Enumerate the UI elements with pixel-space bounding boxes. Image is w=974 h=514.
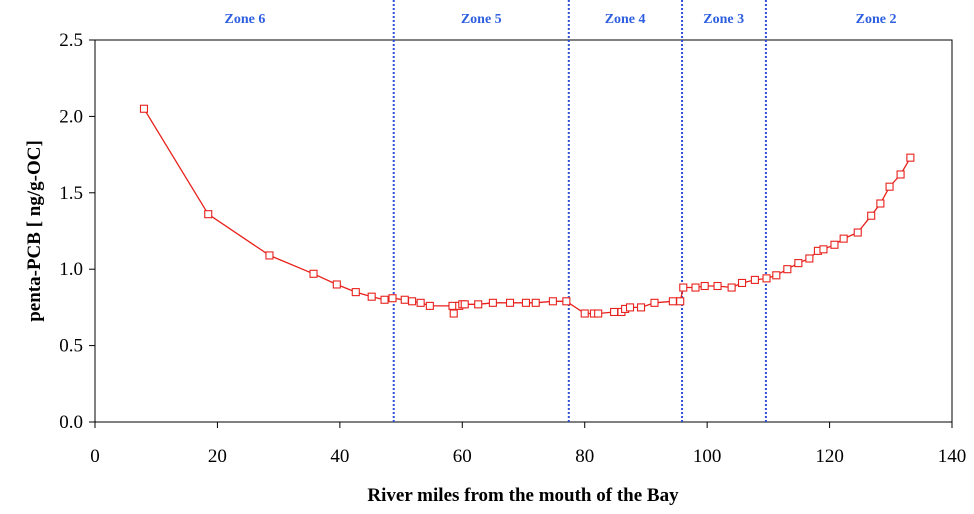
data-point-marker [562,297,571,306]
data-point-marker [610,307,619,317]
x-axis-title: River miles from the mouth of the Bay [367,485,679,506]
data-point-marker [805,254,814,263]
data-point-marker [332,280,341,289]
x-tick-label: 80 [575,446,594,467]
data-point-marker [853,228,862,237]
data-point-marker [896,170,905,179]
data-point-marker [400,295,409,304]
data-point-marker [794,259,803,268]
data-point-marker [676,297,685,306]
data-point-marker [750,275,759,284]
plot-area [94,39,953,423]
data-point-marker [594,309,603,318]
data-point-marker [867,211,876,220]
data-point-marker [204,210,213,219]
data-point-marker [521,298,530,307]
y-tick-label: 2.5 [59,30,83,51]
data-point-marker [650,298,659,307]
data-point-marker [505,298,515,307]
data-point-marker [425,301,434,310]
data-point-marker [139,104,149,113]
data-point-marker [488,298,497,307]
data-point-marker [448,301,457,310]
data-point-marker [727,283,736,292]
data-point-marker [783,265,792,274]
data-point-marker [449,309,458,318]
data-point-marker [548,297,557,306]
data-point-marker [474,300,483,309]
y-tick-label: 0.0 [59,412,83,433]
data-point-marker [416,298,425,307]
data-point-marker [885,182,894,191]
data-point-marker [460,300,469,309]
y-axis: 0.0 0.5 1.0 1.5 2.0 2.5 [59,30,95,433]
data-point-marker [367,292,376,301]
data-point-marker [668,297,677,306]
data-point-marker [351,288,360,297]
data-point-marker [679,283,688,292]
data-point-marker [713,281,722,291]
data-point-marker [408,297,417,306]
data-point-marker [580,309,589,318]
data-point-marker [906,153,915,162]
data-point-marker [309,269,318,278]
y-tick-label: 1.0 [59,259,83,280]
data-point-marker [380,295,389,304]
zone-label: Zone 2 [856,12,897,27]
data-point-marker [691,283,700,292]
data-point-marker [531,298,540,307]
data-point-marker [762,274,771,283]
data-point-marker [636,303,646,312]
data-point-marker [737,278,747,288]
data-point-marker [876,199,885,208]
x-tick-label: 60 [453,446,472,467]
x-tick-label: 120 [815,446,844,467]
zone-labels: Zone 6 Zone 5 Zone 4 Zone 3 Zone 2 [225,12,897,27]
x-tick-label: 0 [90,446,100,467]
zone-label: Zone 3 [703,12,744,27]
data-point-marker [819,245,828,254]
data-point-marker [772,271,781,280]
y-tick-label: 0.5 [59,336,83,357]
x-axis: 0 20 40 60 80 100 120 140 [90,422,966,467]
x-tick-label: 140 [938,446,967,467]
data-point-marker [830,240,839,249]
x-tick-label: 20 [208,446,227,467]
x-tick-label: 100 [693,446,722,467]
zone-label: Zone 4 [605,12,646,27]
zone-label: Zone 6 [225,12,266,27]
data-point-marker [839,234,848,243]
y-tick-label: 2.0 [59,106,83,127]
y-axis-title: penta-PCB [ ng/g-OC] [24,140,45,322]
data-point-marker [625,303,635,312]
zone-label: Zone 5 [461,12,502,27]
data-series [139,104,915,318]
y-tick-label: 1.5 [59,183,83,204]
data-point-marker [265,251,274,260]
data-point-marker [700,281,709,291]
data-point-marker [388,294,397,303]
x-tick-label: 40 [330,446,349,467]
